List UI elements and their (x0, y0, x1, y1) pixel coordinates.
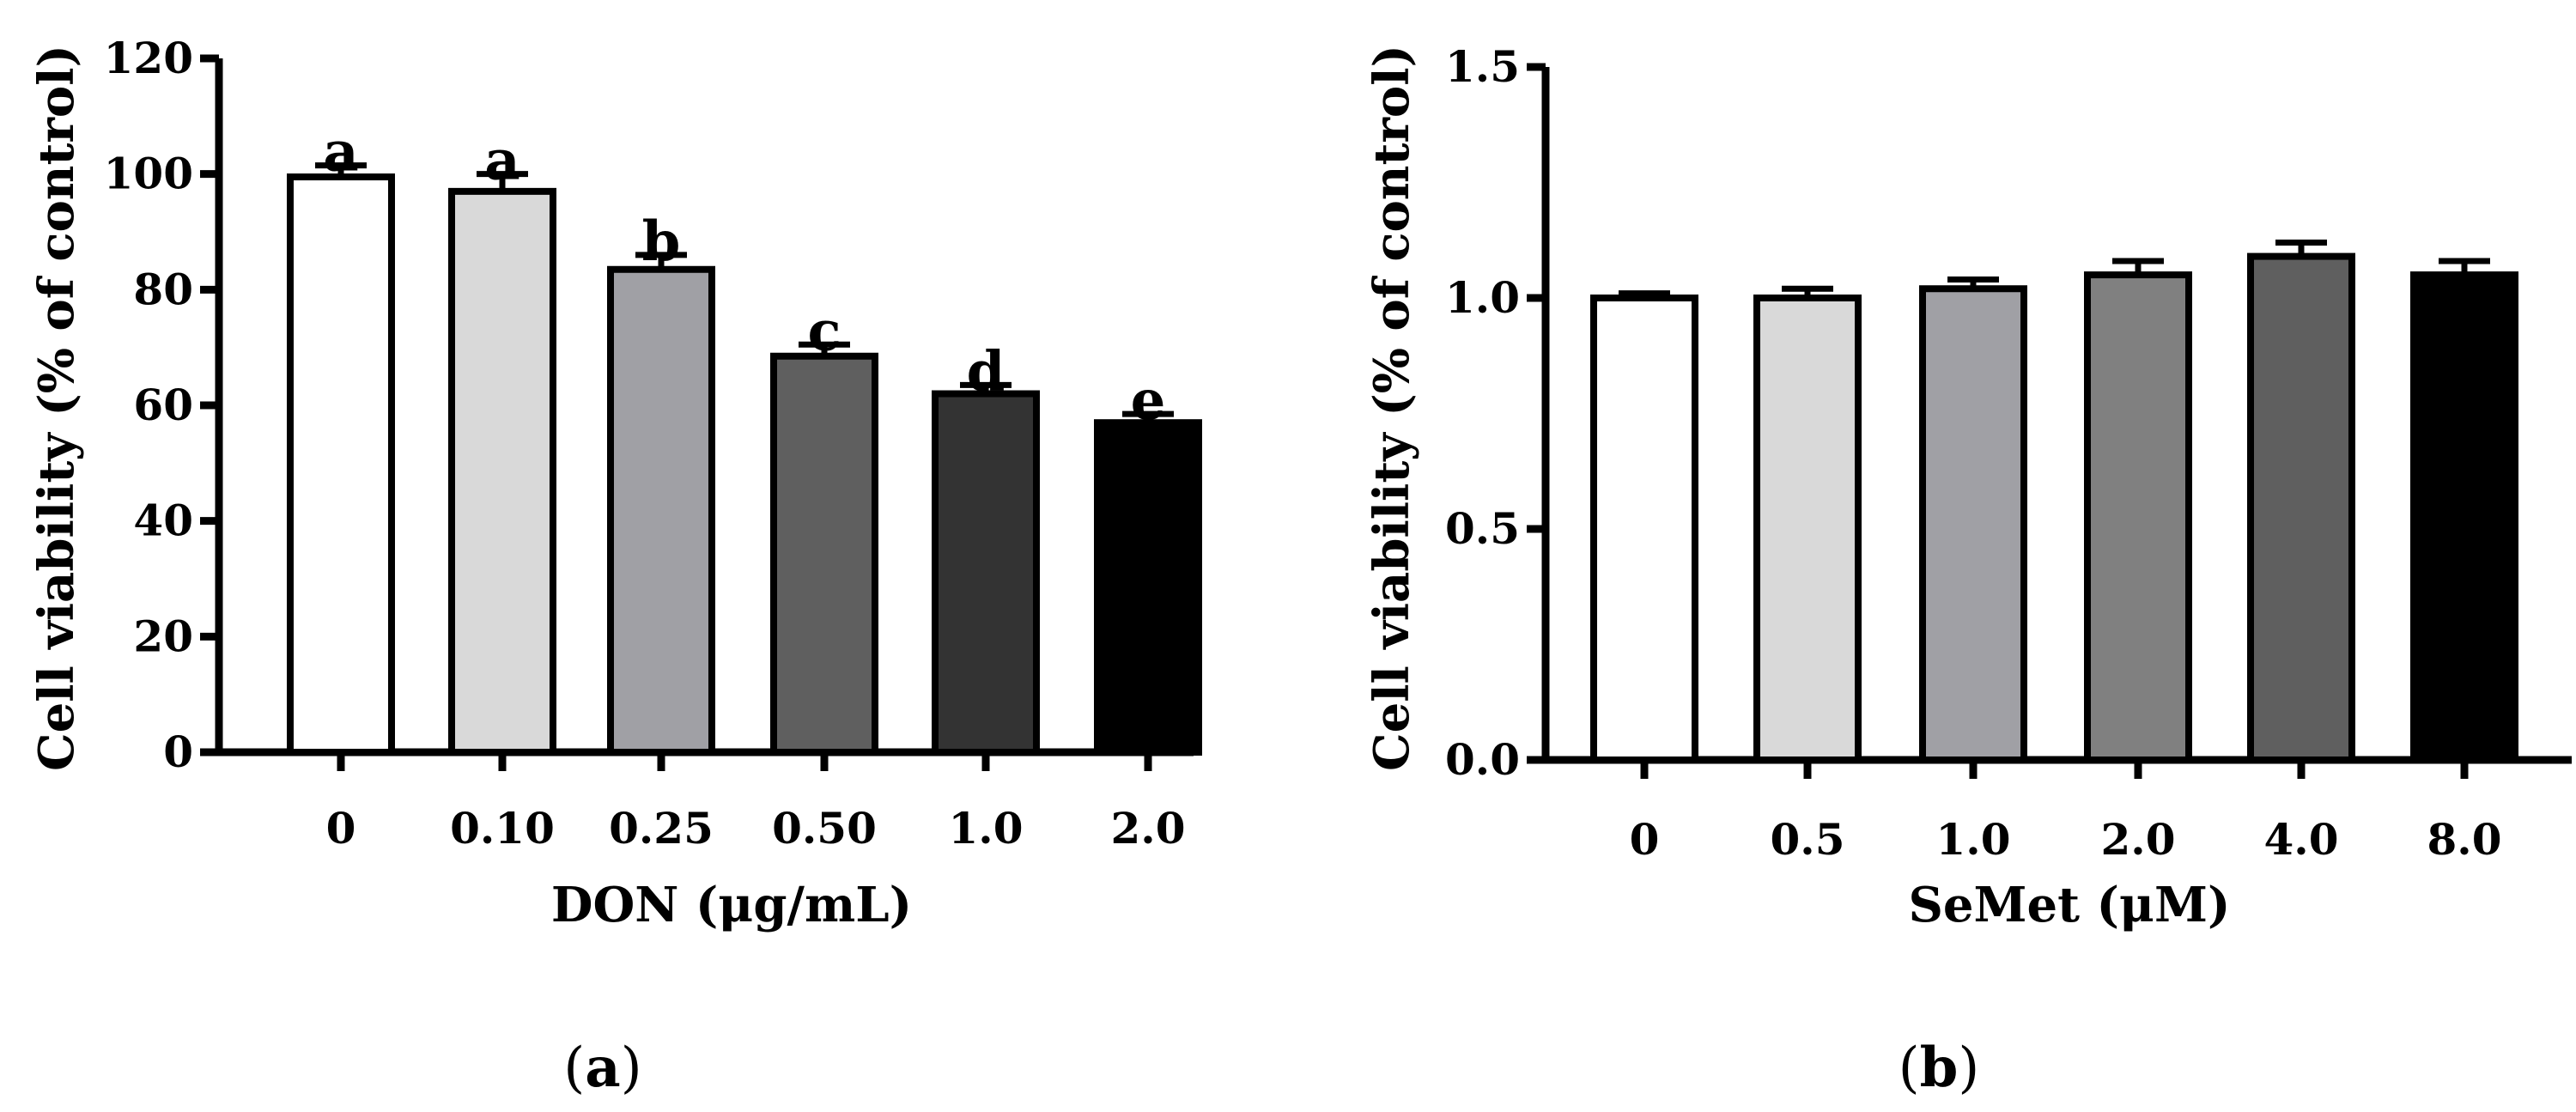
panel-b-label-letter: b (1920, 1036, 1959, 1100)
panel-b-y-tick-label: 1.0 (1445, 272, 1520, 323)
panel-b-y-tick-label: 1.5 (1445, 41, 1520, 92)
panel-a-bar (1094, 419, 1202, 756)
panel-b-x-tick-label: 0.5 (1771, 814, 1845, 865)
chart-panel-a: Cell viability (% of control) DON (μg/mL… (28, 33, 1202, 1100)
panel-a-y-tick-label: 0 (163, 726, 193, 777)
panel-b-x-tick-label: 0 (1630, 814, 1660, 865)
panel-b-bar (2247, 252, 2355, 763)
panel-a-x-tick-label: 0.25 (609, 803, 714, 854)
panel-a-significance-letter: e (1131, 368, 1166, 433)
panel-b-bar (2084, 271, 2192, 764)
panel-a-significance-letter: a (484, 129, 519, 193)
panel-a-x-tick-label: 0.10 (450, 803, 555, 854)
panel-a-bar (448, 187, 556, 757)
panel-a-significance-letter: b (642, 210, 681, 274)
panel-a-x-axis-title: DON (μg/mL) (551, 877, 912, 933)
panel-a-y-tick-label: 100 (104, 149, 193, 199)
panel-b-y-tick-label: 0.5 (1445, 503, 1520, 554)
panel-a-significance-letter: c (808, 299, 841, 363)
panel-b-x-axis-title: SeMet (μM) (1908, 877, 2230, 933)
panel-b-y-axis-title: Cell viability (% of control) (1364, 45, 1420, 771)
panel-a-bar (607, 265, 715, 756)
panel-a-significance-letter: a (323, 120, 358, 185)
panel-a-x-tick-label: 0.50 (772, 803, 877, 854)
panel-b-label: (b) (1899, 1036, 1980, 1100)
panel-a-bar (770, 352, 878, 756)
panel-a-y-tick-label: 120 (104, 33, 193, 83)
panel-a-label-letter: a (585, 1036, 620, 1100)
panel-b-x-tick-label: 1.0 (1936, 814, 2011, 865)
panel-a-significance-letter: d (967, 339, 1005, 404)
panel-b-bar (1590, 295, 1698, 763)
panel-a-x-tick-label: 1.0 (949, 803, 1024, 854)
panel-a-x-tick-label: 2.0 (1111, 803, 1186, 854)
panel-a-y-tick-label: 40 (133, 495, 193, 546)
panel-b-x-tick-label: 2.0 (2101, 814, 2176, 865)
panel-a-y-axis-title: Cell viability (% of control) (28, 45, 85, 771)
panel-b-bar (1919, 285, 2027, 763)
panel-b-y-tick-label: 0.0 (1445, 734, 1520, 785)
panel-a-y-tick-label: 20 (133, 611, 193, 661)
panel-b-x-tick-label: 4.0 (2264, 814, 2339, 865)
panel-a-label: (a) (563, 1036, 641, 1100)
panel-a-bar (287, 173, 395, 757)
panel-a-y-tick-label: 80 (133, 264, 193, 314)
panel-a-y-tick-label: 60 (133, 380, 193, 430)
panel-a-x-tick-label: 0 (326, 803, 356, 854)
panel-b-x-tick-label: 8.0 (2427, 814, 2502, 865)
panel-b-bar (1753, 295, 1862, 763)
panel-a-bar (932, 390, 1040, 756)
panel-b-bar (2410, 271, 2518, 764)
chart-panel-b: Cell viability (% of control) SeMet (μM)… (1364, 41, 2572, 1100)
